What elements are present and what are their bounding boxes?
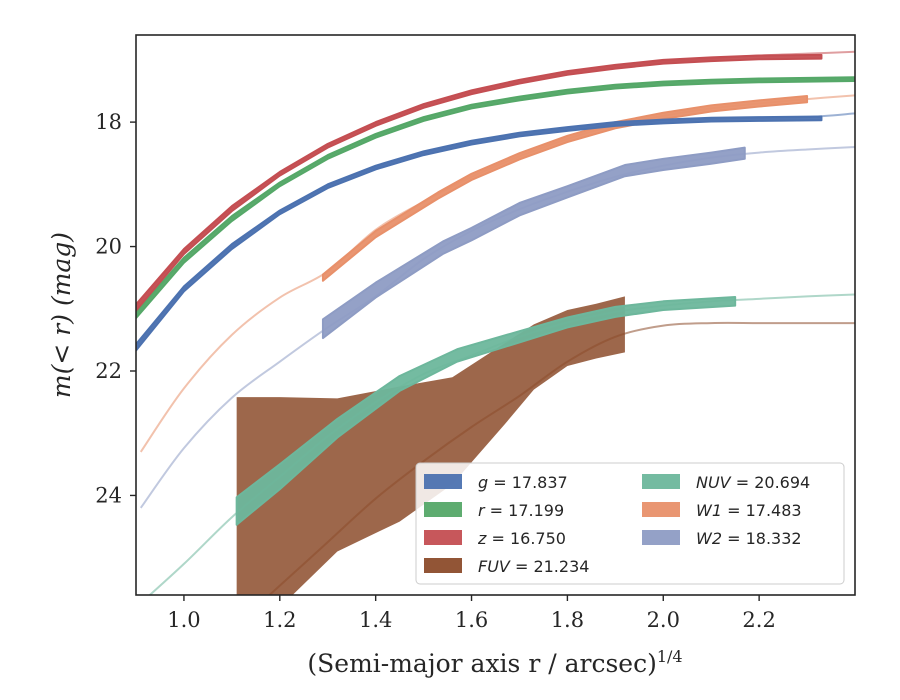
- band-z: [136, 53, 823, 312]
- band-g: [136, 115, 823, 352]
- y-tick-label: 24: [95, 483, 122, 507]
- y-axis-label: m(< r) (mag): [47, 232, 76, 398]
- legend-swatch: [642, 530, 680, 545]
- legend-label: NUV = 20.694: [696, 473, 810, 492]
- legend-swatch: [424, 474, 462, 489]
- plot-frame: [135, 34, 856, 596]
- legend-label: r = 17.199: [478, 501, 564, 520]
- axis-ticks: 1.0 1.2 1.4 1.6 1.8 2.0 2.2 18 20 22 24: [95, 110, 776, 632]
- band-fuv: [236, 296, 625, 595]
- series-r: [136, 76, 855, 320]
- legend-entry-g: g = 17.837: [424, 473, 568, 492]
- x-tick-label: 1.8: [551, 608, 584, 632]
- legend-entry-w1: W1 = 17.483: [642, 501, 802, 520]
- model-curve-g: [136, 112, 855, 348]
- model-curve-z: [136, 50, 855, 309]
- x-tick-label: 2.0: [647, 608, 680, 632]
- band-w1: [321, 94, 809, 282]
- legend-label: FUV = 21.234: [478, 557, 589, 576]
- x-tick-label: 1.4: [359, 608, 392, 632]
- legend-entry-w2: W2 = 18.332: [642, 529, 802, 548]
- series-w2: [139, 146, 855, 509]
- legend-entry-z: z = 16.750: [424, 529, 566, 548]
- legend-box: [415, 462, 845, 585]
- legend: g = 17.837 r = 17.199 z = 16.750 FUV = 21.2…: [415, 462, 845, 585]
- x-axis-label: (Semi-major axis r / arcsec)1/4: [307, 647, 682, 678]
- band-r: [136, 76, 855, 320]
- x-axis-label-exponent: 1/4: [657, 647, 683, 666]
- y-tick-label: 18: [95, 110, 122, 134]
- band-nuv: [235, 295, 737, 526]
- legend-swatch: [424, 502, 462, 517]
- legend-swatch: [642, 474, 680, 489]
- legend-label: W1 = 17.483: [696, 501, 802, 520]
- x-tick-label: 1.2: [263, 608, 296, 632]
- model-curve-fuv: [268, 321, 855, 595]
- y-tick-label: 22: [95, 359, 122, 383]
- legend-swatch: [424, 530, 462, 545]
- x-tick-label: 1.0: [167, 608, 200, 632]
- y-tick-label: 20: [95, 235, 122, 259]
- legend-swatch: [642, 502, 680, 517]
- series-nuv: [148, 293, 855, 595]
- legend-swatch: [424, 558, 462, 573]
- series-fuv: [236, 296, 855, 595]
- legend-label: W2 = 18.332: [696, 529, 802, 548]
- legend-entry-fuv: FUV = 21.234: [424, 557, 589, 576]
- legend-label: g = 17.837: [478, 473, 568, 492]
- legend-label: z = 16.750: [477, 529, 566, 548]
- x-tick-label: 1.6: [455, 608, 488, 632]
- band-w2: [321, 146, 746, 340]
- series-z: [136, 50, 855, 312]
- x-tick-label: 2.2: [742, 608, 775, 632]
- legend-entry-nuv: NUV = 20.694: [642, 473, 810, 492]
- series-w1: [139, 94, 855, 453]
- legend-entry-r: r = 17.199: [424, 501, 564, 520]
- plot-area: [136, 50, 855, 595]
- series-g: [136, 112, 855, 352]
